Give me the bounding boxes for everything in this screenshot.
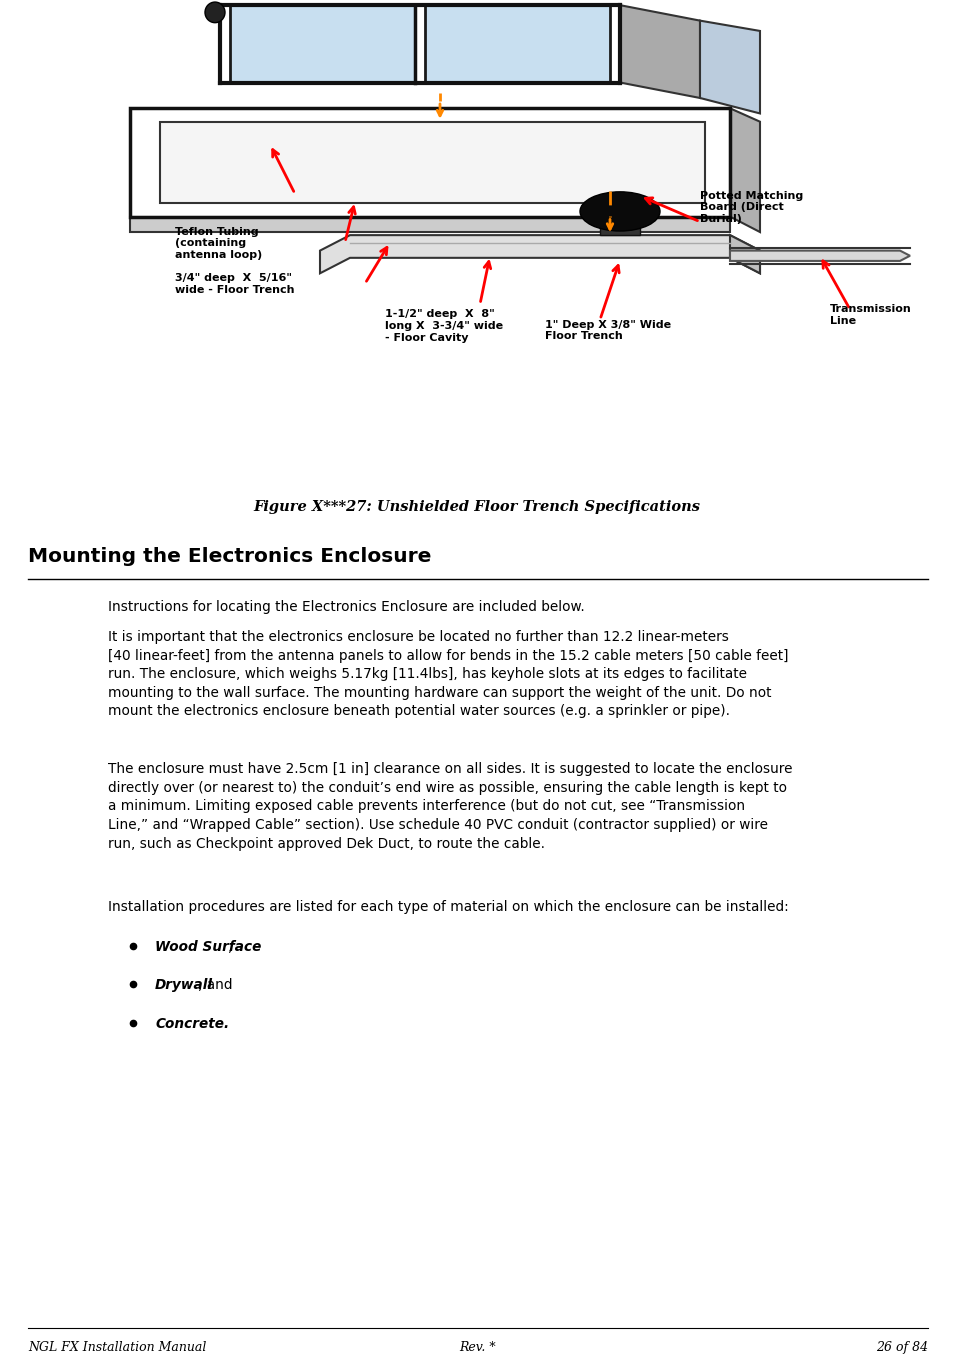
Text: Concrete.: Concrete.: [155, 1016, 229, 1030]
Text: Installation procedures are listed for each type of material on which the enclos: Installation procedures are listed for e…: [108, 900, 789, 915]
Text: The enclosure must have 2.5cm [1 in] clearance on all sides. It is suggested to : The enclosure must have 2.5cm [1 in] cle…: [108, 763, 793, 851]
Text: Instructions for locating the Electronics Enclosure are included below.: Instructions for locating the Electronic…: [108, 600, 584, 613]
Text: It is important that the electronics enclosure be located no further than 12.2 l: It is important that the electronics enc…: [108, 630, 789, 718]
Text: NGL FX Installation Manual: NGL FX Installation Manual: [28, 1341, 206, 1354]
Polygon shape: [730, 251, 910, 261]
Bar: [600, 220, 640, 235]
Polygon shape: [700, 20, 760, 114]
Text: 26 of 84: 26 of 84: [876, 1341, 928, 1354]
Polygon shape: [130, 217, 730, 232]
Text: Wood Surface: Wood Surface: [155, 940, 262, 954]
Ellipse shape: [580, 191, 660, 231]
Polygon shape: [160, 122, 705, 204]
Bar: [425, 5, 610, 83]
Text: 1-1/2" deep  X  8"
long X  3-3/4" wide
- Floor Cavity: 1-1/2" deep X 8" long X 3-3/4" wide - Fl…: [385, 309, 503, 342]
Polygon shape: [620, 5, 700, 98]
Polygon shape: [730, 109, 760, 232]
Text: 3/4" deep  X  5/16"
wide - Floor Trench: 3/4" deep X 5/16" wide - Floor Trench: [175, 273, 294, 294]
Text: Transmission
Line: Transmission Line: [830, 304, 912, 326]
Text: Potted Matching
Board (Direct
Burial): Potted Matching Board (Direct Burial): [700, 191, 803, 224]
Polygon shape: [730, 235, 760, 273]
Text: Rev. *: Rev. *: [458, 1341, 496, 1354]
Text: Figure X***27: Unshielded Floor Trench Specifications: Figure X***27: Unshielded Floor Trench S…: [253, 499, 701, 514]
Text: Mounting the Electronics Enclosure: Mounting the Electronics Enclosure: [28, 547, 432, 566]
Text: ,: ,: [228, 940, 232, 954]
Text: Drywall: Drywall: [155, 978, 213, 992]
Text: , and: , and: [198, 978, 232, 992]
Text: Teflon Tubing
(containing
antenna loop): Teflon Tubing (containing antenna loop): [175, 227, 263, 261]
Bar: [230, 5, 415, 83]
Circle shape: [205, 3, 225, 23]
Text: 1" Deep X 3/8" Wide
Floor Trench: 1" Deep X 3/8" Wide Floor Trench: [545, 320, 671, 342]
Polygon shape: [320, 235, 760, 273]
